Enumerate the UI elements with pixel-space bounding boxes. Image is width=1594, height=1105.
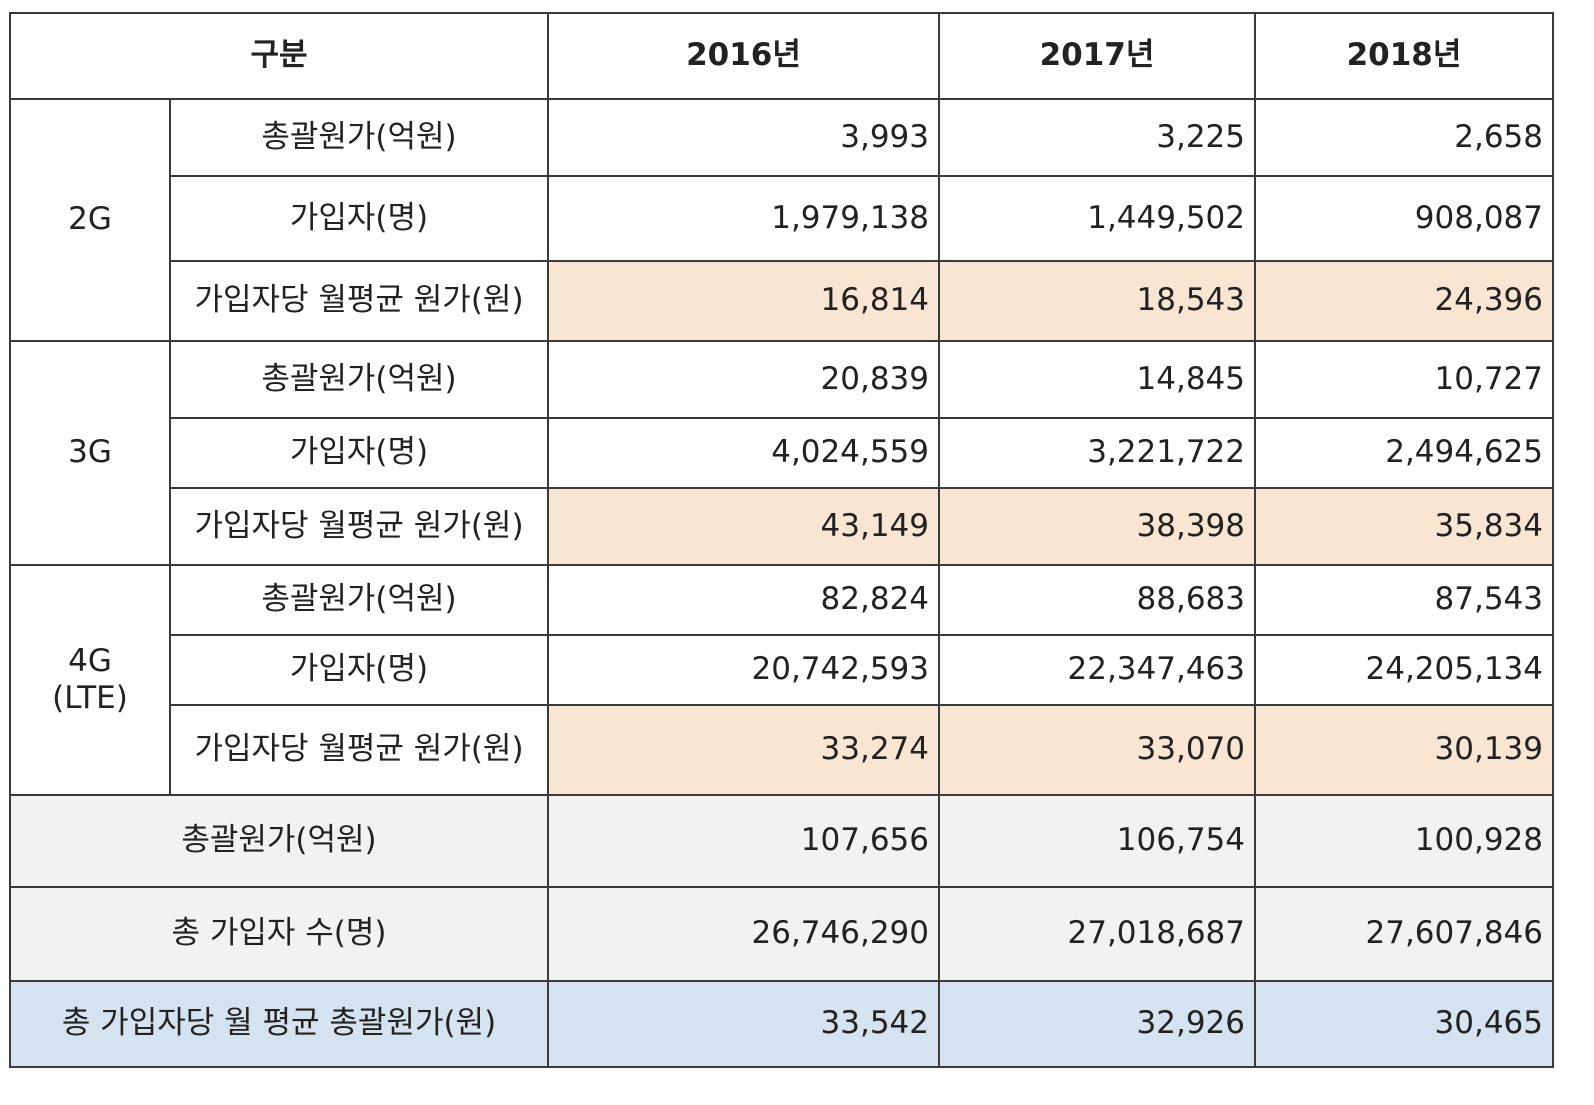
final-total-value: 30,465 [1254,980,1554,1068]
row-label: 총괄원가(억원) [169,98,549,177]
cell-value: 87,543 [1254,564,1554,636]
table-row: 2G 총괄원가(억원) 3,993 3,225 2,658 [9,98,1554,342]
cell-value: 908,087 [1254,175,1554,262]
final-total-row: 총 가입자당 월 평균 총괄원가(원) 33,542 32,926 30,465 [9,980,1554,1068]
cell-value: 18,543 [938,260,1256,342]
row-label: 가입자(명) [169,417,549,489]
total-value: 26,746,290 [547,886,940,982]
group-3g: 3G [9,340,171,566]
cell-value: 24,205,134 [1254,634,1554,706]
table-row: 3G 총괄원가(억원) 20,839 14,845 10,727 [9,340,1554,566]
row-label: 총괄원가(억원) [169,340,549,419]
group-4g-line2: (LTE) [52,680,128,716]
cell-value: 88,683 [938,564,1256,636]
cell-value: 1,449,502 [938,175,1256,262]
group-4g-lte: 4G (LTE) [9,564,171,796]
total-value: 100,928 [1254,794,1554,888]
cell-value: 4,024,559 [547,417,940,489]
cell-value: 30,139 [1254,704,1554,796]
total-label: 총괄원가(억원) [9,794,549,888]
row-label: 가입자당 월평균 원가(원) [169,487,549,566]
final-total-value: 32,926 [938,980,1256,1068]
cell-value: 2,658 [1254,98,1554,177]
cell-value: 35,834 [1254,487,1554,566]
cell-value: 3,221,722 [938,417,1256,489]
header-category: 구분 [9,12,549,100]
cell-value: 10,727 [1254,340,1554,419]
total-value: 106,754 [938,794,1256,888]
header-year: 2017년 [938,12,1256,100]
total-value: 27,607,846 [1254,886,1554,982]
cell-value: 3,993 [547,98,940,177]
cell-value: 16,814 [547,260,940,342]
table-row: 4G (LTE) 총괄원가(억원) 82,824 88,683 87,543 [9,564,1554,796]
cell-value: 14,845 [938,340,1256,419]
header-year: 2016년 [547,12,940,100]
final-total-value: 33,542 [547,980,940,1068]
cell-value: 3,225 [938,98,1256,177]
cell-value: 82,824 [547,564,940,636]
total-value: 107,656 [547,794,940,888]
total-row: 총괄원가(억원) 107,656 106,754 100,928 [9,794,1554,888]
row-label: 가입자당 월평균 원가(원) [169,260,549,342]
table-row: 가입자(명) 20,742,593 22,347,463 24,205,134 [10,634,1554,706]
row-label: 총괄원가(억원) [169,564,549,636]
group-2g: 2G [9,98,171,342]
header-row: 구분 2016년 2017년 2018년 [9,12,1554,100]
cell-value: 2,494,625 [1254,417,1554,489]
cell-value: 22,347,463 [938,634,1256,706]
cell-value: 38,398 [938,487,1256,566]
row-label: 가입자(명) [169,175,549,262]
final-total-label: 총 가입자당 월 평균 총괄원가(원) [9,980,549,1068]
cell-value: 33,274 [547,704,940,796]
header-year: 2018년 [1254,12,1554,100]
total-label: 총 가입자 수(명) [9,886,549,982]
cell-value: 20,839 [547,340,940,419]
total-value: 27,018,687 [938,886,1256,982]
cell-value: 24,396 [1254,260,1554,342]
group-4g-line1: 4G [68,642,112,679]
table-row: 가입자(명) 1,979,138 1,449,502 908,087 [10,175,1554,262]
cost-table: 구분 2016년 2017년 2018년 2G 총괄원가(억원) 3,993 3… [9,12,1554,1068]
total-row: 총 가입자 수(명) 26,746,290 27,018,687 27,607,… [9,886,1554,982]
cell-value: 43,149 [547,487,940,566]
cell-value: 1,979,138 [547,175,940,262]
cell-value: 33,070 [938,704,1256,796]
table-row-highlight: 가입자당 월평균 원가(원) 16,814 18,543 24,396 [10,260,1554,342]
row-label: 가입자(명) [169,634,549,706]
cell-value: 20,742,593 [547,634,940,706]
table-row: 가입자(명) 4,024,559 3,221,722 2,494,625 [10,417,1554,489]
table-row-highlight: 가입자당 월평균 원가(원) 43,149 38,398 35,834 [10,487,1554,566]
table-row-highlight: 가입자당 월평균 원가(원) 33,274 33,070 30,139 [10,704,1554,796]
row-label: 가입자당 월평균 원가(원) [169,704,549,796]
